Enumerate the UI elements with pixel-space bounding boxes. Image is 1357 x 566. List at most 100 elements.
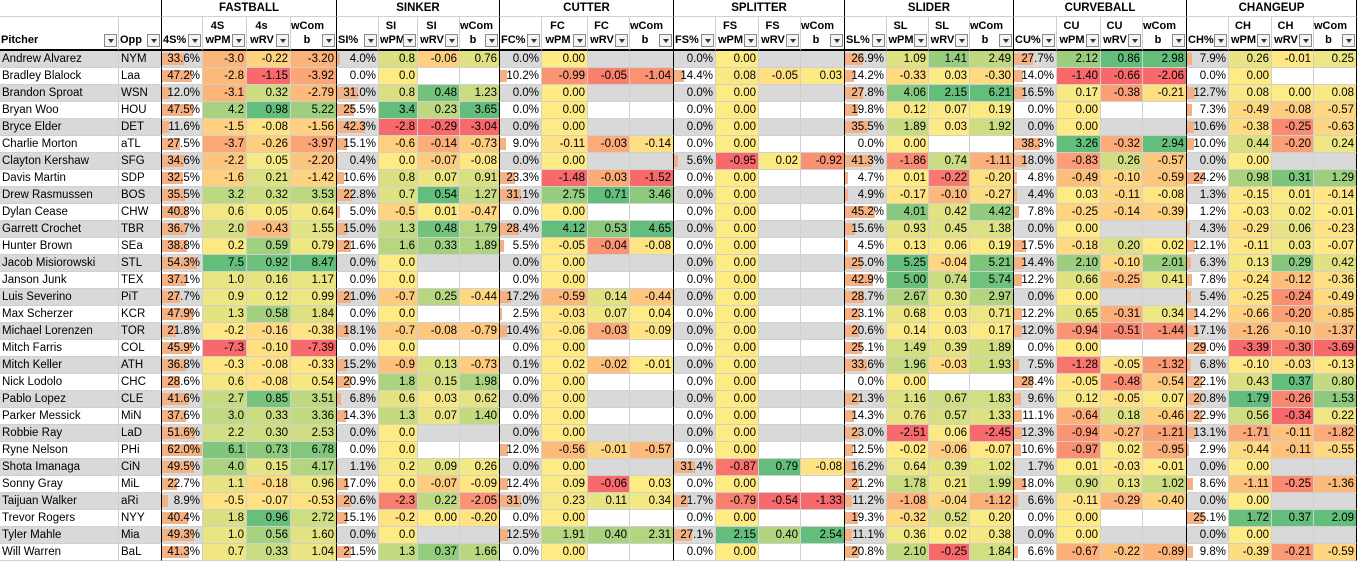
wrv-cell[interactable]: 0.06	[929, 238, 970, 255]
wrv-cell[interactable]	[1101, 340, 1143, 357]
wpm-cell[interactable]: 4.06	[887, 85, 929, 102]
wcomb-cell[interactable]: -0.39	[1143, 204, 1187, 221]
wcomb-cell[interactable]: 0.22	[1314, 408, 1357, 425]
wrv-cell[interactable]: -0.06	[418, 51, 460, 68]
pitch-usage-cell[interactable]: 6.6%	[1014, 544, 1057, 561]
table-row[interactable]: Trevor Rogers NYY 40.4% 1.8 0.96 2.72 15.1% -0.…	[0, 510, 1357, 527]
wrv-cell[interactable]: -0.20	[1272, 136, 1314, 153]
filter-dropdown-icon[interactable]	[445, 34, 458, 47]
wrv-cell[interactable]	[1272, 493, 1314, 510]
wpm-cell[interactable]: 0.03	[1057, 187, 1101, 204]
wpm-cell[interactable]: -0.25	[1057, 204, 1101, 221]
wcomb-cell[interactable]	[630, 255, 674, 272]
wpm-cell[interactable]: 0.00	[716, 476, 759, 493]
wcomb-cell[interactable]: 1.89	[970, 340, 1014, 357]
wpm-cell[interactable]: -0.03	[542, 306, 588, 323]
wpm-cell[interactable]: 2.75	[542, 187, 588, 204]
pitch-usage-cell[interactable]: 36.8%	[162, 357, 203, 374]
pitch-usage-cell[interactable]: 2.5%	[500, 306, 542, 323]
wcomb-cell[interactable]: 6.78	[291, 442, 337, 459]
wrv-cell[interactable]	[418, 425, 460, 442]
wrv-cell[interactable]: -0.05	[1101, 357, 1143, 374]
pitch-usage-cell[interactable]: 14.2%	[1187, 306, 1229, 323]
wpm-cell[interactable]: 2.0	[203, 221, 247, 238]
wpm-cell[interactable]: 0.01	[1057, 459, 1101, 476]
wpm-cell[interactable]: 0.00	[542, 272, 588, 289]
table-row[interactable]: Garrett Crochet TBR 36.7% 2.0 -0.43 1.55 15.0%…	[0, 221, 1357, 238]
wpm-cell[interactable]: 0.6	[203, 204, 247, 221]
pitcher-name-cell[interactable]: Pablo Lopez	[0, 391, 119, 408]
wrv-cell[interactable]	[418, 68, 460, 85]
wpm-cell[interactable]: 0.00	[1229, 527, 1272, 544]
wcomb-cell[interactable]: -0.47	[460, 204, 500, 221]
pitch-usage-cell[interactable]: 18.0%	[1014, 153, 1057, 170]
wrv-cell[interactable]: -0.06	[588, 476, 630, 493]
wcomb-cell[interactable]: 1.29	[1314, 170, 1357, 187]
wcomb-cell[interactable]: 0.99	[291, 289, 337, 306]
wrv-cell[interactable]: 0.45	[929, 221, 970, 238]
wcomb-cell[interactable]	[630, 153, 674, 170]
table-row[interactable]: Ryne Nelson PHi 62.0% 6.1 0.73 6.78 0.0% 0.0 12.…	[0, 442, 1357, 459]
wcomb-cell[interactable]	[1314, 153, 1357, 170]
pitch-usage-cell[interactable]: 33.6%	[162, 51, 203, 68]
wrv-cell[interactable]: -0.43	[247, 221, 291, 238]
opp-cell[interactable]: PiT	[119, 289, 162, 306]
table-row[interactable]: Taijuan Walker aRi 8.9% -0.5 -0.07 -0.53 20.6%…	[0, 493, 1357, 510]
pitcher-name-cell[interactable]: Tyler Mahle	[0, 527, 119, 544]
wcomb-cell[interactable]	[630, 510, 674, 527]
wrv-cell[interactable]: 0.54	[418, 187, 460, 204]
pitch-usage-cell[interactable]: 0.0%	[674, 510, 716, 527]
wpm-cell[interactable]: 0.43	[1229, 374, 1272, 391]
wcomb-cell[interactable]: 0.41	[1143, 272, 1187, 289]
pitch-usage-cell[interactable]: 6.8%	[1187, 357, 1229, 374]
filter-dropdown-icon[interactable]	[276, 34, 289, 47]
pitch-usage-cell[interactable]: 0.0%	[500, 425, 542, 442]
wpm-cell[interactable]: 0.7	[203, 544, 247, 561]
wcomb-cell[interactable]: 0.03	[801, 68, 845, 85]
wrv-cell[interactable]: -0.07	[247, 493, 291, 510]
wpm-cell[interactable]: -0.94	[1057, 323, 1101, 340]
wrv-cell[interactable]: 0.92	[247, 255, 291, 272]
wpm-cell[interactable]: 1.3	[203, 306, 247, 323]
pitch-usage-cell[interactable]: 17.0%	[337, 476, 379, 493]
wcomb-cell[interactable]: -0.57	[1314, 102, 1357, 119]
wpm-cell[interactable]: -3.7	[203, 136, 247, 153]
table-row[interactable]: Jacob Misiorowski STL 54.3% 7.5 0.92 8.47 0.0%…	[0, 255, 1357, 272]
pitch-usage-cell[interactable]: 12.0%	[1014, 323, 1057, 340]
wpm-cell[interactable]: -0.9	[379, 357, 418, 374]
table-row[interactable]: Hunter Brown SEa 38.8% 0.2 0.59 0.79 21.6% 1.6 0…	[0, 238, 1357, 255]
wpm-cell[interactable]: -0.64	[1057, 408, 1101, 425]
pitcher-name-cell[interactable]: Bradley Blalock	[0, 68, 119, 85]
wrv-cell[interactable]	[759, 272, 801, 289]
wcomb-cell[interactable]: -0.09	[460, 476, 500, 493]
wpm-cell[interactable]: -0.6	[379, 136, 418, 153]
pitcher-name-cell[interactable]: Ryne Nelson	[0, 442, 119, 459]
opp-cell[interactable]: NYM	[119, 51, 162, 68]
wrv-cell[interactable]: -0.02	[588, 357, 630, 374]
pitch-usage-cell[interactable]: 41.3%	[845, 153, 887, 170]
pitcher-name-cell[interactable]: Brandon Sproat	[0, 85, 119, 102]
wrv-cell[interactable]: -0.04	[929, 493, 970, 510]
wpm-cell[interactable]: 0.00	[542, 51, 588, 68]
wcomb-cell[interactable]: -0.59	[1143, 170, 1187, 187]
wrv-cell[interactable]: -0.20	[1272, 306, 1314, 323]
pitch-usage-cell[interactable]: 17.1%	[1187, 323, 1229, 340]
pitch-usage-cell[interactable]: 25.5%	[337, 102, 379, 119]
wrv-cell[interactable]: 0.06	[1272, 221, 1314, 238]
opp-cell[interactable]: BaL	[119, 544, 162, 561]
pitch-usage-cell[interactable]: 0.0%	[1014, 119, 1057, 136]
wcomb-cell[interactable]: 0.96	[291, 476, 337, 493]
pitch-usage-cell[interactable]: 16.5%	[1014, 85, 1057, 102]
wrv-cell[interactable]	[1101, 221, 1143, 238]
wpm-cell[interactable]: 0.00	[542, 119, 588, 136]
pitcher-name-cell[interactable]: Trevor Rogers	[0, 510, 119, 527]
wpm-cell[interactable]: 2.2	[203, 425, 247, 442]
wcomb-cell[interactable]: 4.65	[630, 221, 674, 238]
wcomb-cell[interactable]	[1143, 289, 1187, 306]
pitch-usage-cell[interactable]: 25.1%	[1187, 510, 1229, 527]
wcomb-cell[interactable]: 0.64	[291, 204, 337, 221]
wcomb-cell[interactable]	[801, 425, 845, 442]
filter-dropdown-icon[interactable]	[322, 34, 335, 47]
wpm-cell[interactable]: 0.00	[542, 255, 588, 272]
pitch-usage-cell[interactable]: 0.0%	[674, 442, 716, 459]
